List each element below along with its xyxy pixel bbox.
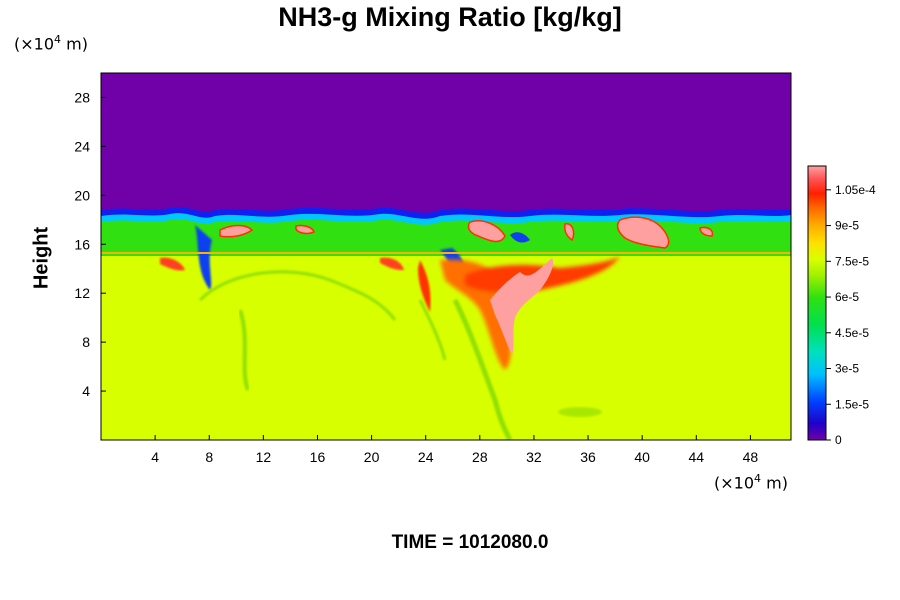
mixing-patch: [558, 407, 602, 417]
mixing-streak: [238, 309, 250, 391]
y-tick-label: 12: [74, 285, 90, 301]
heatmap-field: [101, 73, 791, 440]
x-tick-label: 16: [310, 449, 326, 465]
x-tick-label: 24: [418, 449, 434, 465]
peak-region: [564, 223, 575, 242]
mixing-streak: [198, 270, 397, 321]
mixing-streak: [418, 299, 447, 361]
high-plume: [418, 260, 431, 312]
y-axis-unit: (×104 m): [14, 33, 88, 54]
colorbar-ticks: 0 1.5e-5 3e-5 4.5e-5 6e-5 7.5e-5 9e-5 1.05e-4: [826, 183, 876, 447]
blue-plume: [510, 232, 530, 243]
x-tick-label: 48: [743, 449, 759, 465]
colorbar-tick-label: 1.05e-4: [835, 183, 876, 197]
x-tick-label: 40: [634, 449, 650, 465]
chart-title: NH3-g Mixing Ratio [kg/kg]: [278, 2, 622, 32]
peak-region: [616, 216, 670, 249]
colorbar-tick-label: 4.5e-5: [835, 326, 869, 340]
colorbar-tick-label: 7.5e-5: [835, 254, 869, 268]
x-axis-unit: (×104 m): [714, 472, 788, 493]
peak-region: [219, 224, 254, 238]
peak-region: [490, 258, 554, 355]
colorbar-tick-label: 6e-5: [835, 290, 859, 304]
colorbar-tick-label: 1.5e-5: [835, 397, 869, 411]
y-tick-label: 20: [74, 187, 90, 203]
y-tick-label: 28: [74, 89, 90, 105]
x-tick-label: 32: [526, 449, 542, 465]
high-plume: [380, 257, 404, 271]
colorbar-tick-label: 3e-5: [835, 362, 859, 376]
x-tick-label: 4: [151, 449, 159, 465]
y-tick-label: 8: [82, 334, 90, 350]
x-tick-label: 12: [256, 449, 272, 465]
x-axis-ticks: 4 8 12 16 20 24 28 32 36 40 44 48: [151, 435, 758, 465]
colorbar-tick-label: 9e-5: [835, 219, 859, 233]
peak-region: [295, 224, 315, 235]
x-tick-label: 20: [364, 449, 380, 465]
y-tick-label: 16: [74, 236, 90, 252]
plot-frame: [100, 72, 792, 441]
upper-layer: [101, 73, 791, 213]
x-tick-label: 36: [580, 449, 596, 465]
peak-region: [467, 220, 506, 243]
mixing-streak: [452, 298, 513, 440]
colorbar: [807, 165, 827, 441]
x-tick-label: 44: [689, 449, 705, 465]
colorbar-tick-label: 0: [835, 433, 842, 447]
blue-plume: [195, 225, 212, 290]
y-axis-ticks: 4 8 12 16 20 24 28: [74, 89, 106, 399]
x-tick-label: 28: [472, 449, 488, 465]
y-tick-label: 24: [74, 138, 90, 154]
y-tick-label: 4: [82, 383, 90, 399]
time-label: TIME = 1012080.0: [391, 532, 549, 553]
x-tick-label: 8: [205, 449, 213, 465]
high-plume: [160, 257, 185, 271]
peak-region: [699, 226, 714, 237]
